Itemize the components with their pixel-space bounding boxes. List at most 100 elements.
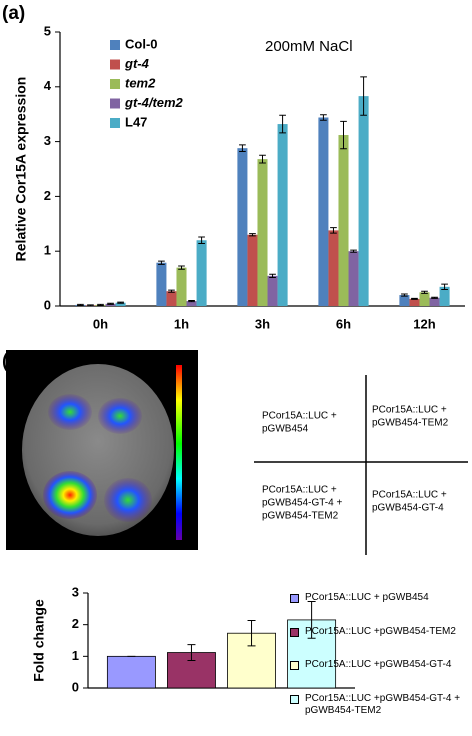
legend-swatch	[110, 98, 120, 109]
x-tick-label: 0h	[93, 316, 108, 331]
bar	[227, 632, 276, 689]
bar	[429, 297, 440, 306]
bar	[419, 292, 430, 306]
error-bar	[421, 290, 428, 294]
diagram-label: pGWB454-TEM2	[262, 511, 339, 522]
diagram-label: pGWB454-TEM2	[372, 418, 449, 429]
error-bar	[87, 304, 94, 307]
legend-swatch	[110, 79, 120, 89]
error-bar	[411, 297, 418, 300]
bar	[176, 267, 187, 306]
legend-swatch	[110, 40, 120, 50]
diagram-label: pGWB454-GT-4 +	[262, 498, 342, 509]
bar	[348, 251, 359, 306]
legend-label: PCor15A::LUC +pGWB454-TEM2	[305, 625, 456, 637]
y-tick-label: 0	[44, 297, 51, 312]
error-bar	[269, 273, 276, 279]
x-tick-label: 6h	[336, 316, 351, 331]
legend-swatch	[290, 661, 299, 670]
y-axis-label: Fold change	[31, 599, 47, 682]
error-bar	[97, 303, 104, 306]
legend-label: gt-4/tem2	[124, 95, 184, 110]
bar	[196, 240, 207, 306]
legend-swatch	[110, 59, 120, 70]
diagram-label: PCor15A::LUC +	[372, 405, 447, 416]
error-bar	[441, 283, 448, 291]
legend-label: Col-0	[125, 36, 158, 51]
bar	[247, 234, 258, 306]
error-bar	[401, 293, 408, 297]
y-tick-label: 4	[44, 78, 52, 93]
error-bar	[107, 302, 114, 305]
bar	[115, 302, 126, 306]
diagram-label: PCor15A::LUC +	[262, 485, 337, 496]
y-tick-label: 3	[44, 133, 51, 148]
error-bar	[188, 300, 195, 303]
x-tick-label: 1h	[174, 316, 189, 331]
error-bar	[350, 249, 357, 253]
bar	[186, 301, 197, 306]
bar	[277, 124, 288, 307]
error-bar	[198, 236, 205, 245]
bar	[399, 295, 410, 306]
error-bar	[279, 114, 286, 134]
legend-swatch	[290, 627, 299, 637]
bar	[237, 148, 248, 306]
bar	[267, 275, 278, 306]
error-bar	[360, 76, 367, 116]
error-bar	[187, 644, 196, 661]
diagram-label: PCor15A::LUC +	[372, 490, 447, 501]
bar	[338, 135, 349, 306]
legend-label: PCor15A::LUC +pGWB454-GT-4	[305, 659, 452, 670]
error-bar	[330, 227, 337, 234]
error-bar	[249, 233, 256, 237]
error-bar	[239, 144, 246, 152]
bar	[156, 262, 167, 306]
bar	[358, 96, 369, 306]
x-tick-label: 12h	[413, 316, 435, 331]
x-tick-label: 3h	[255, 316, 270, 331]
y-tick-label: 0	[72, 679, 79, 694]
bar	[409, 298, 420, 306]
error-bar	[168, 289, 175, 293]
bar	[105, 303, 116, 306]
legend-swatch	[290, 594, 299, 603]
legend-swatch	[290, 694, 299, 704]
diagram-label: pGWB454	[262, 424, 309, 435]
y-tick-label: 3	[72, 584, 79, 599]
legend-label: gt-4	[124, 56, 150, 71]
bar	[166, 291, 177, 306]
error-bar	[178, 265, 185, 270]
bar	[318, 117, 329, 306]
bar	[328, 230, 339, 306]
error-bar	[117, 301, 124, 304]
bar	[106, 655, 156, 689]
diagram-label: pGWB454-GT-4	[372, 503, 444, 514]
y-axis-label: Relative Cor15A expression	[13, 77, 29, 262]
error-bar	[431, 296, 438, 299]
legend-label: PCor15A::LUC + pGWB454	[305, 592, 429, 603]
panel-label: (a)	[2, 3, 25, 24]
error-bar	[307, 601, 316, 639]
error-bar	[247, 620, 256, 647]
y-tick-label: 1	[44, 243, 51, 258]
legend-label: tem2	[125, 75, 156, 90]
error-bar	[77, 303, 84, 306]
y-tick-label: 1	[72, 648, 79, 663]
leaf-image	[6, 350, 198, 550]
legend-label: PCor15A::LUC +pGWB454-GT-4 + pGWB454-TEM…	[305, 692, 461, 716]
error-bar	[158, 260, 165, 265]
diagram-label: PCor15A::LUC +	[262, 411, 337, 422]
error-bar	[259, 154, 266, 164]
legend-swatch	[110, 118, 120, 128]
bar	[257, 159, 268, 306]
error-bar	[340, 120, 347, 150]
y-tick-label: 2	[72, 616, 79, 631]
legend-label: L47	[125, 114, 147, 129]
y-tick-label: 5	[44, 23, 51, 38]
error-bar	[320, 114, 327, 121]
annotation: 200mM NaCl	[265, 38, 353, 55]
bar	[439, 286, 450, 306]
